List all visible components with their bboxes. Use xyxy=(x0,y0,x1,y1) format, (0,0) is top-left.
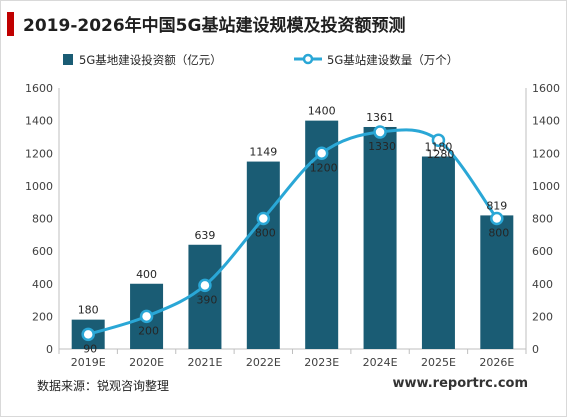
y-tick-label-left: 1000 xyxy=(25,180,53,193)
line-value-label: 90 xyxy=(83,342,97,355)
x-tick-label: 2019E xyxy=(71,356,106,369)
x-tick-label: 2026E xyxy=(479,356,514,369)
line-point xyxy=(431,133,446,147)
y-tick-label-left: 0 xyxy=(46,343,53,356)
bar-value-label: 1361 xyxy=(366,111,394,124)
line-point xyxy=(256,211,271,226)
source-note: 数据来源：锐观咨询整理 xyxy=(37,379,170,393)
x-tick-label: 2022E xyxy=(246,356,281,369)
data-labels: 180 400 639 1149 1400 1361 1180 819 90 200 390 800 1… xyxy=(78,105,510,356)
bar-value-label: 180 xyxy=(78,304,99,317)
bar-value-label: 1400 xyxy=(308,105,336,118)
bar-value-label: 1180 xyxy=(424,141,452,154)
line-value-label: 200 xyxy=(138,324,159,337)
line-point xyxy=(314,146,329,160)
y-tick-label-right: 200 xyxy=(532,310,553,323)
bar xyxy=(246,161,280,349)
axes: 0 0 200 200 400 400 600 600 800 800 1000 1000 1200 12… xyxy=(25,82,560,369)
y-tick-label-left: 800 xyxy=(32,213,53,226)
bar-value-label: 1149 xyxy=(249,146,277,159)
line-point xyxy=(490,211,504,226)
bar xyxy=(188,244,222,349)
chart-title: 2019-2026年中国5G基站建设规模及投资额预测 xyxy=(23,16,406,36)
legend-label-bar: 5G基地建设投资额（亿元） xyxy=(79,53,222,67)
line-value-label: 1330 xyxy=(368,140,396,153)
y-tick-label-right: 1200 xyxy=(532,147,560,160)
y-tick-label-right: 1000 xyxy=(532,180,560,193)
x-tick-label: 2023E xyxy=(304,356,339,369)
y-tick-label-right: 600 xyxy=(532,245,553,258)
y-tick-label-left: 200 xyxy=(32,310,53,323)
line-point xyxy=(373,125,387,139)
legend-label-line: 5G基站建设数量（万个） xyxy=(327,53,458,67)
y-tick-label-right: 0 xyxy=(532,343,539,356)
website-url: www.reportrc.com xyxy=(392,376,528,391)
y-tick-label-right: 400 xyxy=(532,278,553,291)
x-tick-label: 2025E xyxy=(421,356,456,369)
line-value-label: 1280 xyxy=(426,148,454,161)
x-tick-label: 2020E xyxy=(129,356,164,369)
y-tick-label-left: 1600 xyxy=(25,82,53,95)
bar-series xyxy=(71,120,514,349)
y-tick-label-left: 1200 xyxy=(25,147,53,160)
bar xyxy=(363,126,397,349)
line-point xyxy=(198,278,212,293)
y-tick-label-left: 1400 xyxy=(25,115,53,128)
bar xyxy=(421,156,455,349)
line-value-label: 800 xyxy=(255,227,276,240)
bar-value-label: 819 xyxy=(486,199,507,212)
bar-value-label: 400 xyxy=(136,268,157,281)
y-tick-label-right: 1600 xyxy=(532,82,560,95)
x-tick-label: 2024E xyxy=(363,356,398,369)
bar-value-label: 639 xyxy=(194,229,215,242)
bar xyxy=(480,215,514,349)
x-tick-label: 2021E xyxy=(187,356,222,369)
line-value-label: 1200 xyxy=(310,161,338,174)
y-tick-label-left: 600 xyxy=(32,245,53,258)
line-series xyxy=(81,125,504,342)
line-point xyxy=(139,309,154,324)
legend: 5G基地建设投资额（亿元） 5G基站建设数量（万个） xyxy=(63,53,458,67)
legend-swatch-point xyxy=(302,53,314,65)
legend-swatch-bar xyxy=(63,54,73,65)
line-value-label: 800 xyxy=(488,227,509,240)
y-tick-label-right: 800 xyxy=(532,213,553,226)
title-accent-bar xyxy=(7,12,14,36)
line-point xyxy=(81,327,95,342)
y-tick-label-left: 400 xyxy=(32,278,53,291)
y-tick-label-right: 1400 xyxy=(532,115,560,128)
line-value-label: 390 xyxy=(196,293,217,306)
